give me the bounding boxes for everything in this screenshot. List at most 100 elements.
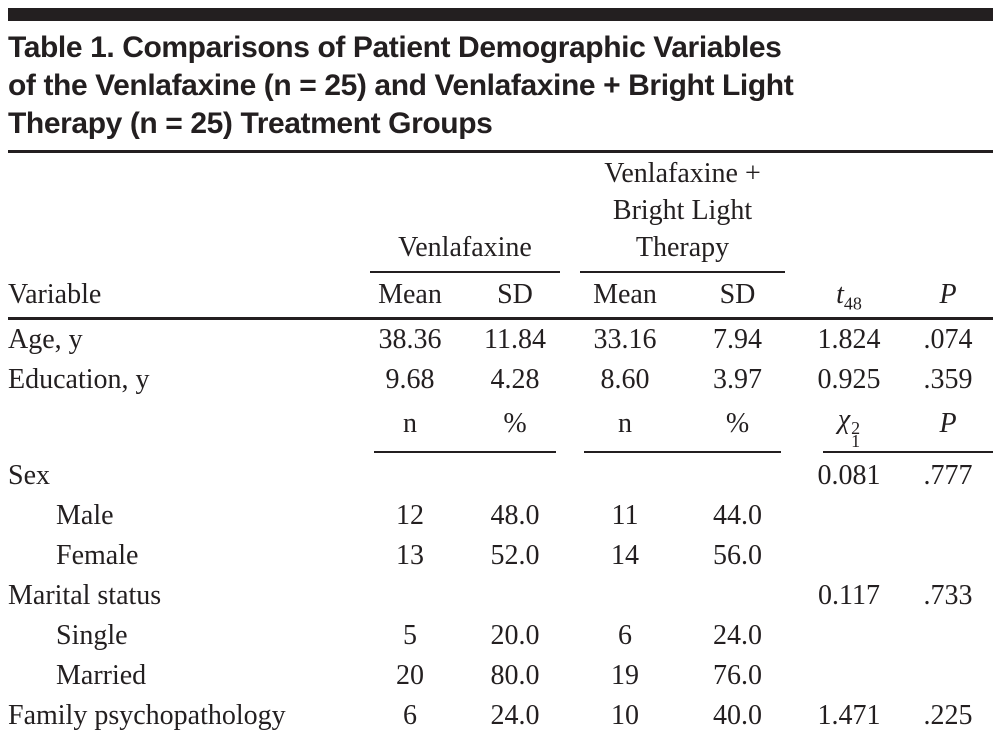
table-cell: .777 (923, 460, 973, 491)
table-cell: 10 (570, 696, 680, 730)
table-cell: 14 (611, 540, 639, 571)
table-row-age: Age, y 38.36 11.84 33.16 7.94 1.824 .074 (8, 319, 993, 361)
table-cell: .225 (903, 696, 994, 730)
table-row-married: Married 20 80.0 19 76.0 (8, 656, 993, 696)
group-header-spacer (795, 155, 903, 273)
table-cell: 80.0 (490, 660, 540, 691)
table-cell: 52.0 (490, 540, 540, 571)
table-top-rule (8, 8, 993, 21)
p-symbol: P (939, 279, 957, 310)
col-header-sd-vblt: SD (680, 273, 796, 320)
col-header-variable: Variable (8, 273, 360, 320)
rule-cell (360, 448, 570, 456)
table-cell: 9.68 (385, 364, 435, 395)
group-blt-label-line-1: Venlafaxine + (604, 158, 761, 189)
table-cell: 6 (360, 696, 460, 730)
table-cell: 40.0 (680, 696, 796, 730)
table-cell: 3.97 (713, 364, 762, 395)
chi-superscript: 2 (851, 418, 861, 438)
p-symbol: P (939, 408, 957, 439)
table-cell: 20 (396, 660, 424, 691)
chi-subscript: 1 (851, 431, 861, 451)
column-group-venlafaxine-blt: Venlafaxine + Bright Light Therapy (570, 155, 795, 273)
table-cell: 6 (618, 620, 632, 651)
n-pct-rule-vblt (584, 451, 782, 453)
row-label: Family psychopathology (8, 696, 360, 730)
row-label: Sex (8, 460, 50, 491)
group-venlafaxine-label: Venlafaxine (398, 232, 532, 263)
table-cell (795, 496, 903, 536)
table-cell (680, 576, 795, 616)
table-cell (903, 616, 993, 656)
table-cell: 24.0 (713, 620, 762, 651)
table-cell: 56.0 (713, 540, 762, 571)
table-cell: 19 (611, 660, 639, 691)
table-cell: 12 (396, 500, 424, 531)
table-cell: .074 (923, 324, 973, 355)
column-header-row: Variable Mean SD Mean SD t48 P (8, 273, 994, 320)
table-cell: 38.36 (378, 324, 442, 355)
row-label: Education, y (8, 364, 150, 395)
subheader-rule-row (8, 448, 994, 456)
table-cell (795, 656, 903, 696)
table-cell (460, 456, 570, 496)
group-header-row: Venlafaxine Venlafaxine + Bright Light The… (8, 155, 993, 273)
table-cell: 33.16 (593, 324, 657, 355)
subheader-n-venlafaxine: n (403, 408, 417, 439)
col-header-mean-venlafaxine: Mean (360, 273, 460, 320)
table-cell: 76.0 (713, 660, 762, 691)
table-row-marital-status: Marital status 0.117 .733 (8, 576, 993, 616)
group-header-spacer (8, 155, 360, 273)
row-label: Male (56, 500, 114, 531)
col-header-mean-vblt: Mean (570, 273, 680, 320)
table-title-line-3: Therapy (n = 25) Treatment Groups (8, 107, 493, 140)
row-label: Female (56, 540, 139, 571)
table-cell: 20.0 (490, 620, 540, 651)
rule-cell (570, 448, 795, 456)
n-pct-rule-venlafaxine (374, 451, 556, 453)
row-label: Age, y (8, 324, 83, 355)
table-cell (795, 616, 903, 656)
table-cell (360, 456, 460, 496)
table-cell (360, 576, 460, 616)
table-cell: 5 (403, 620, 417, 651)
table-cell: 0.117 (818, 580, 880, 611)
subheader-spacer (8, 400, 360, 448)
rule-spacer (8, 448, 360, 456)
group-blt-label-line-3: Therapy (635, 232, 730, 263)
table-cell: .733 (923, 580, 973, 611)
group-blt-label-line-2: Bright Light (612, 195, 753, 226)
group-header-spacer (903, 155, 993, 273)
table-row-female: Female 13 52.0 14 56.0 (8, 536, 993, 576)
table-cell: 13 (396, 540, 424, 571)
col-header-t48: t48 (795, 273, 904, 320)
table-title: Table 1. Comparisons of Patient Demograp… (8, 29, 993, 153)
table-row-male: Male 12 48.0 11 44.0 (8, 496, 993, 536)
table-cell (680, 456, 795, 496)
table-cell: 8.60 (600, 364, 650, 395)
table-cell: .359 (923, 364, 973, 395)
demographics-table: Venlafaxine Venlafaxine + Bright Light The… (8, 155, 994, 730)
table-cell (570, 456, 680, 496)
chi2-p-rule (823, 451, 994, 453)
table-cell: 1.824 (817, 324, 881, 355)
subheader-p: P (903, 400, 993, 448)
column-group-venlafaxine: Venlafaxine (360, 155, 570, 273)
t-subscript: 48 (843, 293, 862, 314)
table-row-single: Single 5 20.0 6 24.0 (8, 616, 993, 656)
table-cell: 0.081 (817, 460, 881, 491)
table-cell: 48.0 (490, 500, 540, 531)
table-cell: 1.471 (795, 696, 904, 730)
table-cell (903, 536, 993, 576)
table-cell: 4.28 (490, 364, 540, 395)
table-row-education: Education, y 9.68 4.28 8.60 3.97 0.925 .… (8, 360, 993, 400)
table-cell: 24.0 (460, 696, 570, 730)
col-header-sd-venlafaxine: SD (460, 273, 570, 320)
table-cell (460, 576, 570, 616)
subheader-pct-vblt: % (725, 408, 750, 439)
chi-symbol: χ (837, 404, 851, 435)
row-label: Marital status (8, 580, 162, 611)
